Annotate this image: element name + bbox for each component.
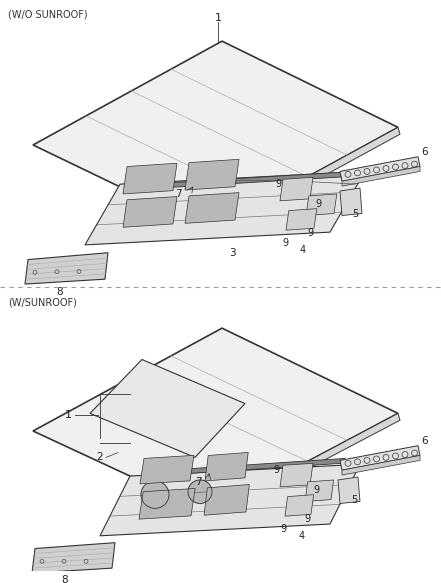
Text: 1: 1 — [64, 410, 71, 420]
Polygon shape — [210, 413, 400, 519]
Text: 5: 5 — [351, 494, 357, 504]
Polygon shape — [340, 188, 362, 216]
Polygon shape — [32, 543, 115, 573]
Polygon shape — [165, 458, 345, 475]
Polygon shape — [85, 171, 365, 245]
Text: 7: 7 — [194, 477, 201, 487]
Polygon shape — [305, 480, 333, 501]
Text: 9: 9 — [315, 199, 321, 209]
Polygon shape — [280, 177, 313, 201]
Polygon shape — [139, 489, 195, 519]
Polygon shape — [33, 328, 398, 513]
Text: 5: 5 — [352, 209, 358, 219]
Text: 4: 4 — [299, 531, 305, 541]
Polygon shape — [306, 194, 337, 216]
Text: 4: 4 — [300, 245, 306, 255]
Text: 6: 6 — [422, 147, 428, 157]
Polygon shape — [123, 163, 177, 194]
Polygon shape — [185, 192, 239, 223]
Text: 9: 9 — [313, 485, 319, 495]
Text: 8: 8 — [62, 575, 68, 583]
Circle shape — [141, 481, 169, 508]
Text: 3: 3 — [229, 248, 235, 258]
Text: 1: 1 — [214, 13, 221, 23]
Polygon shape — [210, 127, 400, 237]
Text: 9: 9 — [273, 465, 279, 475]
Polygon shape — [143, 171, 355, 189]
Polygon shape — [185, 159, 239, 190]
Polygon shape — [285, 494, 314, 516]
Polygon shape — [286, 209, 317, 230]
Polygon shape — [123, 196, 177, 227]
Polygon shape — [33, 41, 398, 230]
Text: 9: 9 — [275, 179, 281, 189]
Text: 6: 6 — [422, 436, 428, 446]
Polygon shape — [338, 477, 360, 504]
Polygon shape — [25, 252, 108, 284]
Text: 9: 9 — [282, 238, 288, 248]
Text: (W/SUNROOF): (W/SUNROOF) — [8, 298, 77, 308]
Polygon shape — [342, 455, 420, 475]
Text: 2: 2 — [97, 452, 103, 462]
Polygon shape — [280, 463, 313, 487]
Text: 7: 7 — [175, 189, 181, 199]
Polygon shape — [340, 157, 420, 181]
Polygon shape — [340, 445, 420, 470]
Polygon shape — [140, 455, 194, 484]
Polygon shape — [205, 452, 248, 481]
Polygon shape — [342, 167, 420, 186]
Polygon shape — [204, 484, 249, 515]
Text: 8: 8 — [57, 287, 64, 297]
Circle shape — [188, 480, 212, 504]
Text: 9: 9 — [304, 514, 310, 524]
Text: 9: 9 — [307, 228, 313, 238]
Polygon shape — [100, 464, 360, 536]
Polygon shape — [90, 360, 245, 458]
Text: 9: 9 — [280, 524, 286, 534]
Text: (W/O SUNROOF): (W/O SUNROOF) — [8, 10, 88, 20]
